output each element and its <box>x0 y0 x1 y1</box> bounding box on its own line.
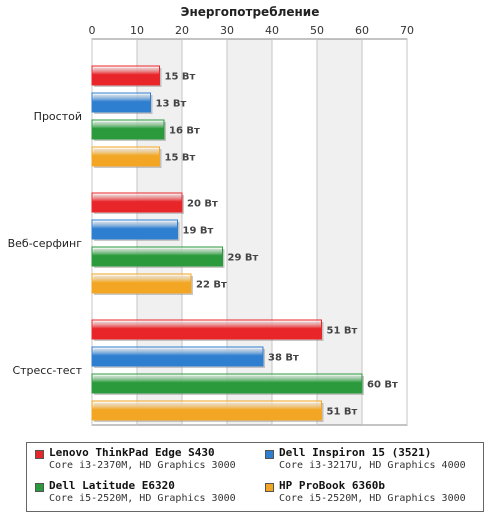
bar <box>91 346 264 367</box>
legend-swatch-inspiron <box>265 450 274 459</box>
legend-item-probook: HP ProBook 6360b Core i5-2520M, HD Graph… <box>265 479 490 507</box>
bar <box>91 65 160 86</box>
legend-swatch-probook <box>265 483 274 492</box>
bar <box>91 373 363 394</box>
category-label: Веб-серфинг <box>8 237 83 250</box>
x-tick-label: 70 <box>400 24 414 37</box>
chart-title: Энергопотребление <box>181 5 320 19</box>
plot-band <box>317 39 362 425</box>
bar <box>91 192 183 213</box>
x-tick-label: 30 <box>220 24 234 37</box>
value-label: 51 Вт <box>327 326 358 337</box>
bar <box>91 219 178 240</box>
legend-spec: Core i3-3217U, HD Graphics 4000 <box>279 460 466 471</box>
bar <box>91 400 322 421</box>
legend-name: Lenovo ThinkPad Edge S430 <box>49 446 215 459</box>
legend-spec: Core i3-2370M, HD Graphics 3000 <box>49 460 236 471</box>
legend: Lenovo ThinkPad Edge S430 Core i3-2370M,… <box>26 442 484 512</box>
value-label: 13 Вт <box>156 99 187 110</box>
value-label: 19 Вт <box>183 226 214 237</box>
value-label: 29 Вт <box>228 253 259 264</box>
x-tick-label: 40 <box>265 24 279 37</box>
category-label: Стресс-тест <box>12 364 82 377</box>
legend-swatch-lenovo <box>35 450 44 459</box>
legend-name: HP ProBook 6360b <box>279 479 385 492</box>
bar <box>91 146 160 167</box>
legend-name: Dell Latitude E6320 <box>49 479 175 492</box>
legend-item-lenovo: Lenovo ThinkPad Edge S430 Core i3-2370M,… <box>35 446 260 474</box>
plot-band <box>362 39 407 425</box>
value-label: 60 Вт <box>367 380 398 391</box>
bars <box>91 65 364 422</box>
x-tick-label: 10 <box>130 24 144 37</box>
value-label: 15 Вт <box>165 153 196 164</box>
legend-item-inspiron: Dell Inspiron 15 (3521) Core i3-3217U, H… <box>265 446 490 474</box>
legend-spec: Core i5-2520M, HD Graphics 3000 <box>49 493 236 504</box>
legend-spec: Core i5-2520M, HD Graphics 3000 <box>279 493 466 504</box>
category-label: Простой <box>34 110 82 123</box>
value-label: 22 Вт <box>196 280 227 291</box>
bar <box>91 319 322 340</box>
bar <box>91 246 223 267</box>
category-labels: Простой Веб-серфинг Стресс-тест <box>8 110 83 377</box>
value-label: 38 Вт <box>268 353 299 364</box>
legend-name: Dell Inspiron 15 (3521) <box>279 446 432 459</box>
value-label: 51 Вт <box>327 407 358 418</box>
bar <box>91 92 151 113</box>
x-tick-label: 50 <box>310 24 324 37</box>
plot-area <box>91 38 408 426</box>
chart: Энергопотребление 0 10 20 30 40 50 60 70 Просто… <box>8 5 415 426</box>
x-tick-label: 60 <box>355 24 369 37</box>
value-label: 15 Вт <box>165 72 196 83</box>
bar <box>91 119 165 140</box>
legend-swatch-latitude <box>35 483 44 492</box>
x-tick-label: 20 <box>175 24 189 37</box>
value-labels: 15 Вт 13 Вт 16 Вт 15 Вт 20 Вт 19 Вт 29 Вт 22 Вт… <box>156 72 399 418</box>
plot-band <box>272 39 317 425</box>
bar <box>91 273 192 294</box>
value-label: 20 Вт <box>187 199 218 210</box>
value-label: 16 Вт <box>169 126 200 137</box>
x-axis-ticks: 0 10 20 30 40 50 60 70 <box>89 24 415 37</box>
x-tick-label: 0 <box>89 24 96 37</box>
legend-item-latitude: Dell Latitude E6320 Core i5-2520M, HD Gr… <box>35 479 260 507</box>
